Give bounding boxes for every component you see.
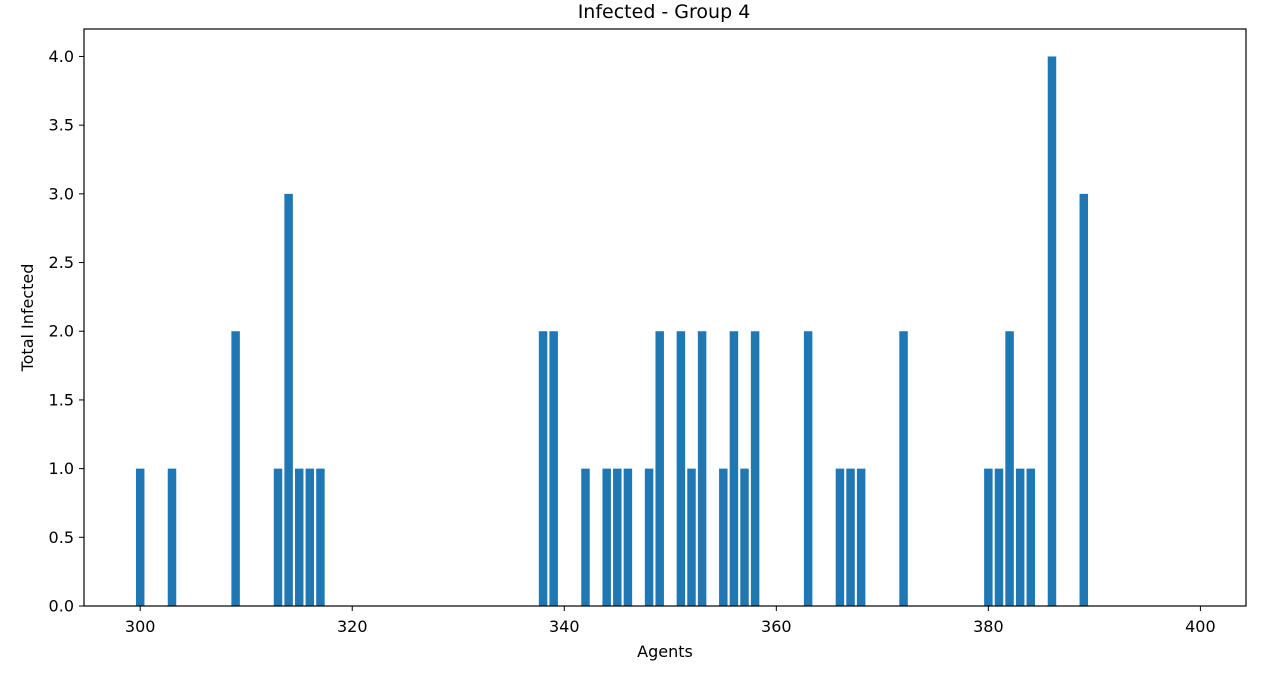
bar: [549, 331, 558, 606]
bar: [135, 468, 145, 606]
bar: [284, 193, 293, 606]
bar: [856, 468, 866, 606]
y-axis-ticks: 0.0 0.5 1.0 1.5 2.0 2.5 3.0 3.5 4.0: [49, 47, 84, 616]
chart-title: Infected - Group 4: [578, 1, 751, 23]
bar: [602, 468, 611, 606]
y-tick-label: 1.5: [49, 390, 74, 409]
bar: [740, 468, 749, 606]
x-axis-ticks: 300 320 340 360 380 400: [125, 606, 1216, 636]
y-tick-label: 1.0: [49, 459, 74, 478]
y-tick-label: 4.0: [49, 47, 74, 66]
bar: [846, 468, 855, 606]
bar: [538, 331, 548, 606]
y-axis-label: Total Infected: [18, 264, 37, 373]
bar: [316, 468, 325, 606]
y-tick-label: 0.0: [49, 597, 74, 616]
bar: [697, 331, 707, 606]
bar: [1026, 468, 1036, 606]
bar: [687, 468, 696, 606]
bars-layer: [135, 56, 1089, 606]
bar: [231, 331, 240, 606]
bar: [803, 331, 813, 606]
y-tick-label: 3.5: [49, 116, 74, 135]
bar: [676, 331, 686, 606]
bar: [750, 331, 760, 606]
bar: [899, 331, 908, 606]
bar: [1005, 331, 1014, 606]
y-tick-label: 0.5: [49, 528, 74, 547]
bar: [273, 468, 283, 606]
x-axis-label: Agents: [637, 642, 693, 661]
bar: [305, 468, 315, 606]
bar: [729, 331, 739, 606]
x-tick-label: 360: [761, 617, 792, 636]
bar: [167, 468, 177, 606]
plot-frame: [83, 28, 1247, 607]
y-tick-label: 3.0: [49, 184, 74, 203]
bar: [644, 468, 654, 606]
bar: [623, 468, 633, 606]
x-tick-label: 400: [1185, 617, 1216, 636]
x-tick-label: 320: [337, 617, 368, 636]
y-tick-label: 2.5: [49, 253, 74, 272]
bar: [835, 468, 845, 606]
bar: [984, 468, 993, 606]
bar: [994, 468, 1004, 606]
bar: [294, 468, 304, 606]
bar: [581, 468, 590, 606]
bar: [1047, 56, 1057, 606]
bar: [613, 468, 622, 606]
bar: [1079, 193, 1089, 606]
x-tick-label: 300: [125, 617, 156, 636]
x-tick-label: 380: [973, 617, 1004, 636]
bar: [1015, 468, 1025, 606]
y-tick-label: 2.0: [49, 322, 74, 341]
x-tick-label: 340: [549, 617, 580, 636]
bar: [719, 468, 728, 606]
bar: [655, 331, 664, 606]
